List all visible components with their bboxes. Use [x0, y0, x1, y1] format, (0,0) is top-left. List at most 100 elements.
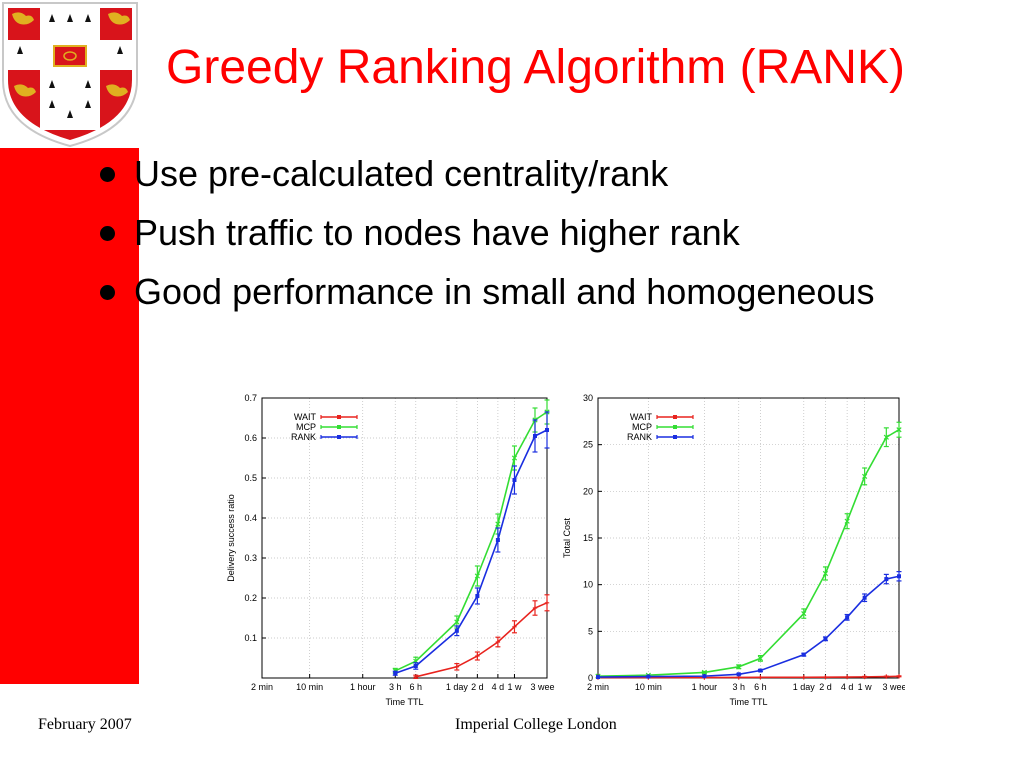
legend-marker: [337, 435, 341, 439]
y-tick-label: 0.4: [244, 513, 257, 523]
data-point: [801, 610, 807, 617]
legend-label: RANK: [627, 432, 652, 442]
data-point: [736, 672, 741, 677]
x-axis-label: Time TTL: [385, 697, 423, 707]
data-point: [883, 434, 889, 440]
data-point: [736, 664, 742, 670]
data-point: [596, 675, 600, 680]
x-tick-label: 1 hour: [692, 682, 718, 692]
x-tick-label: 2 min: [587, 682, 609, 692]
data-point: [896, 427, 902, 433]
data-point: [702, 674, 707, 679]
data-point: [511, 455, 518, 461]
y-axis-label: Total Cost: [562, 517, 572, 558]
data-point: [454, 619, 460, 625]
y-tick-label: 25: [583, 440, 593, 450]
data-point: [823, 636, 828, 641]
total-cost-chart: 0 5 10 15 20 25 30 2 min 10 min 1 hour 3 h 6 h 1 day…: [555, 388, 905, 710]
legend-marker: [337, 415, 341, 419]
x-tick-label: 10 min: [296, 682, 323, 692]
data-point: [862, 473, 868, 480]
data-point: [758, 668, 763, 673]
x-tick-label: 2 d: [819, 682, 832, 692]
x-tick-label: 1 day: [793, 682, 816, 692]
data-point: [862, 674, 867, 680]
data-point: [801, 652, 806, 657]
data-point: [844, 518, 850, 524]
x-tick-label: 10 min: [635, 682, 662, 692]
university-crest-logo: [1, 2, 138, 148]
footer-date: February 2007: [38, 716, 132, 733]
x-tick-label: 1 hour: [350, 682, 376, 692]
data-point: [822, 570, 829, 577]
legend-marker: [673, 425, 677, 429]
x-tick-label: 2 d: [471, 682, 484, 692]
bullet-item: Use pre-calculated centrality/rank: [100, 152, 940, 196]
bullet-text: Push traffic to nodes have higher rank: [134, 212, 740, 253]
legend-label: RANK: [291, 432, 316, 442]
x-tick-label: 1 w: [507, 682, 522, 692]
data-point: [512, 478, 517, 482]
bullet-text: Good performance in small and homogeneou…: [134, 271, 875, 312]
data-point: [862, 595, 867, 600]
data-point: [495, 639, 501, 645]
y-tick-label: 0.6: [244, 433, 257, 443]
bullet-dot-icon: [100, 285, 115, 300]
series-mcp: [595, 421, 902, 679]
data-point: [884, 674, 889, 679]
data-point: [757, 655, 764, 662]
data-point: [646, 674, 651, 679]
data-point: [475, 653, 480, 659]
series-wait: [413, 594, 550, 679]
bullet-list: Use pre-calculated centrality/rank Push …: [100, 152, 940, 329]
x-tick-label: 2 min: [251, 682, 273, 692]
y-tick-label: 0.2: [244, 593, 257, 603]
bullet-item: Push traffic to nodes have higher rank: [100, 211, 940, 255]
legend-label: WAIT: [294, 412, 317, 422]
plot-frame: [261, 397, 548, 679]
y-tick-label: 0.3: [244, 553, 257, 563]
x-tick-label: 3 weeks: [882, 682, 905, 692]
bullet-dot-icon: [100, 226, 115, 241]
left-accent-bar: [0, 148, 139, 684]
data-point: [454, 628, 459, 633]
data-point: [413, 664, 418, 668]
data-point: [823, 674, 828, 680]
data-point: [896, 674, 902, 679]
series-mcp: [392, 399, 550, 674]
series-rank: [596, 571, 902, 680]
data-point: [545, 428, 549, 432]
legend-marker: [673, 415, 677, 419]
y-tick-label: 0: [588, 673, 593, 683]
data-point: [897, 574, 901, 579]
y-tick-label: 0.1: [244, 633, 257, 643]
slide-title: Greedy Ranking Algorithm (RANK): [166, 41, 905, 94]
data-point: [844, 674, 850, 680]
y-tick-label: 15: [583, 533, 593, 543]
series-rank: [392, 411, 550, 676]
series-line: [415, 602, 548, 678]
bullet-dot-icon: [100, 167, 115, 182]
y-tick-label: 5: [588, 626, 593, 636]
legend-label: WAIT: [630, 412, 653, 422]
data-point: [495, 521, 501, 527]
data-point: [474, 573, 480, 579]
data-point: [475, 594, 480, 598]
series-line: [597, 575, 900, 678]
x-tick-label: 3 h: [389, 682, 402, 692]
data-point: [532, 434, 537, 438]
data-point: [801, 675, 806, 680]
y-tick-label: 30: [583, 393, 593, 403]
legend-label: MCP: [632, 422, 652, 432]
data-point: [701, 669, 708, 676]
bullet-item: Good performance in small and homogeneou…: [100, 270, 940, 314]
data-point: [845, 615, 850, 620]
y-tick-label: 0.7: [244, 393, 257, 403]
series-line: [394, 411, 548, 672]
legend-label: MCP: [296, 422, 316, 432]
data-point: [495, 538, 500, 542]
x-tick-label: 3 h: [732, 682, 745, 692]
data-point: [884, 577, 889, 582]
x-tick-label: 1 day: [446, 682, 469, 692]
